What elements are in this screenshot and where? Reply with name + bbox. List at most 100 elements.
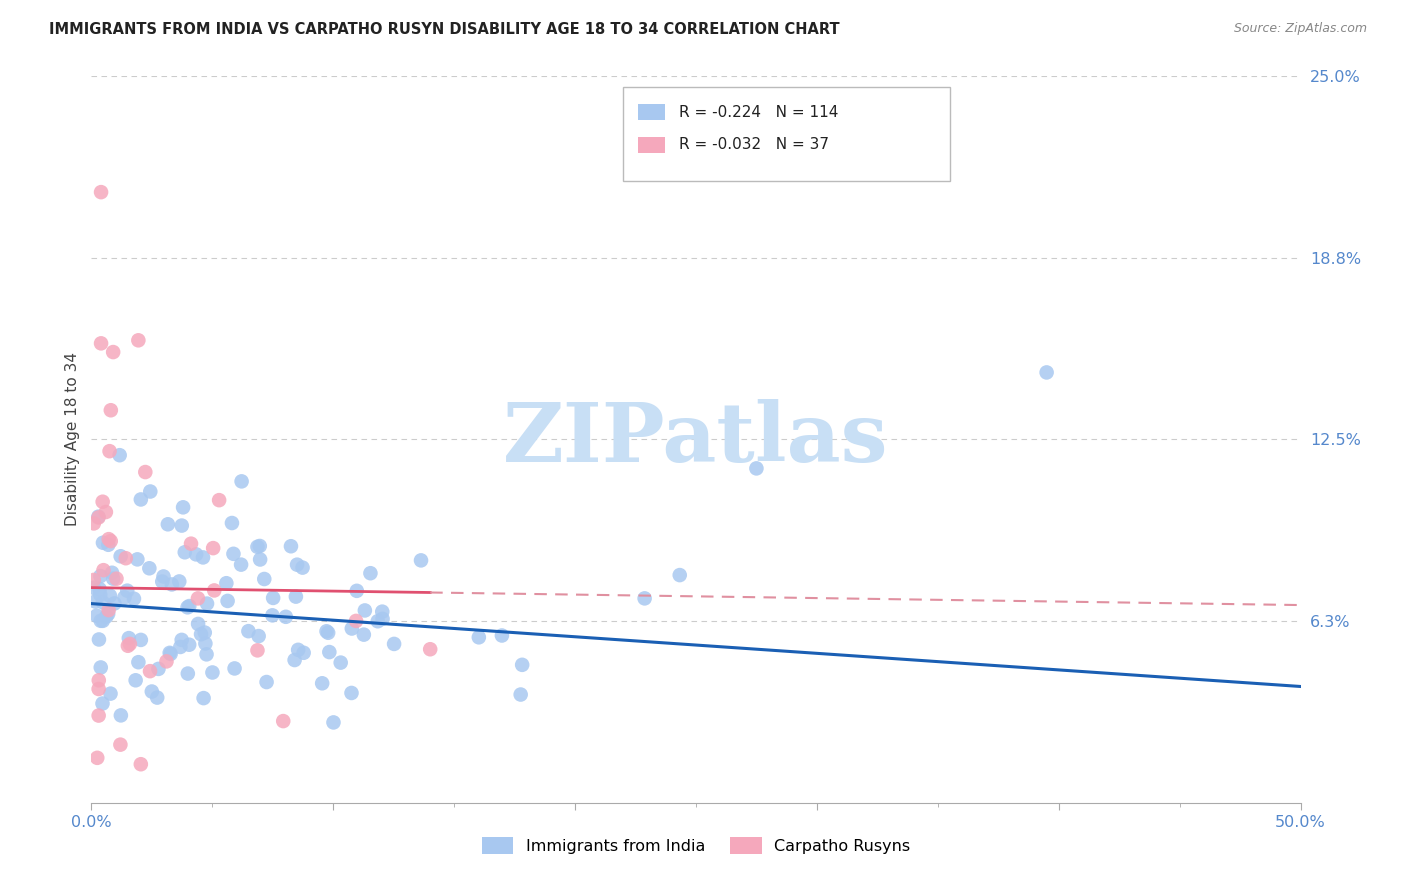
Point: [284, 653, 307, 667]
Point: [179, 599, 201, 613]
Point: [86, 608, 108, 623]
Point: [159, 646, 181, 660]
Point: [97, 607, 120, 621]
Point: [87, 510, 110, 524]
Point: [127, 552, 149, 566]
Point: [287, 643, 309, 657]
Text: Source: ZipAtlas.com: Source: ZipAtlas.com: [1233, 22, 1367, 36]
Point: [382, 637, 405, 651]
Point: [160, 577, 183, 591]
Point: [246, 643, 269, 657]
Point: [87, 673, 110, 688]
Point: [100, 687, 122, 701]
Point: [371, 605, 394, 619]
Point: [139, 484, 162, 499]
Point: [103, 596, 125, 610]
Text: IMMIGRANTS FROM INDIA VS CARPATHO RUSYN DISABILITY AGE 18 TO 34 CORRELATION CHAR: IMMIGRANTS FROM INDIA VS CARPATHO RUSYN …: [49, 22, 839, 37]
Point: [129, 757, 152, 772]
Point: [127, 334, 149, 348]
Point: [83, 516, 105, 531]
Point: [249, 552, 271, 566]
Point: [83, 581, 105, 595]
Point: [90, 185, 112, 199]
Text: R = -0.224   N = 114: R = -0.224 N = 114: [679, 104, 838, 120]
Text: ZIPatlas: ZIPatlas: [503, 400, 889, 479]
Point: [152, 569, 174, 583]
Point: [179, 638, 201, 652]
Point: [172, 500, 194, 515]
Point: [318, 645, 340, 659]
Point: [249, 539, 271, 553]
Point: [129, 492, 152, 507]
Point: [110, 549, 132, 564]
Point: [215, 576, 238, 591]
Point: [491, 628, 513, 642]
Point: [202, 583, 225, 598]
Point: [117, 639, 139, 653]
Point: [89, 588, 111, 602]
Point: [87, 708, 110, 723]
Point: [316, 625, 339, 640]
Point: [105, 572, 128, 586]
Point: [668, 568, 690, 582]
Point: [91, 494, 114, 508]
Point: [101, 572, 124, 586]
Point: [87, 632, 110, 647]
Point: [86, 751, 108, 765]
Point: [190, 627, 212, 641]
Point: [1035, 366, 1057, 380]
Point: [419, 642, 441, 657]
Point: [371, 612, 394, 626]
Point: [91, 535, 114, 549]
Point: [90, 614, 112, 628]
Point: [91, 697, 114, 711]
Point: [468, 630, 491, 644]
Point: [110, 708, 132, 723]
Point: [94, 505, 117, 519]
Point: [194, 636, 217, 650]
Point: [238, 624, 260, 639]
Point: [344, 614, 367, 628]
Point: [101, 566, 124, 580]
Point: [311, 676, 333, 690]
Point: [84, 594, 107, 608]
Point: [97, 603, 120, 617]
Point: [201, 665, 224, 680]
Point: [315, 624, 337, 639]
Point: [231, 475, 253, 489]
Point: [184, 547, 207, 561]
Point: [177, 666, 200, 681]
Text: R = -0.032   N = 37: R = -0.032 N = 37: [679, 137, 830, 153]
Point: [114, 591, 136, 605]
Point: [93, 563, 115, 577]
Point: [122, 591, 145, 606]
Point: [97, 532, 120, 546]
FancyBboxPatch shape: [623, 87, 950, 181]
Point: [222, 547, 245, 561]
Point: [284, 590, 307, 604]
Point: [170, 632, 193, 647]
Point: [91, 595, 114, 609]
Point: [170, 518, 193, 533]
Point: [509, 688, 531, 702]
Point: [146, 690, 169, 705]
Point: [176, 600, 198, 615]
FancyBboxPatch shape: [638, 136, 665, 153]
Point: [101, 345, 124, 359]
Point: [141, 684, 163, 698]
Point: [340, 622, 363, 636]
Point: [114, 551, 136, 566]
Point: [195, 648, 218, 662]
Point: [83, 573, 105, 587]
Point: [194, 625, 217, 640]
Point: [90, 336, 112, 351]
Point: [274, 609, 297, 624]
Point: [329, 656, 352, 670]
Point: [150, 574, 173, 589]
Point: [97, 538, 120, 552]
Point: [89, 582, 111, 596]
Point: [202, 541, 225, 555]
Point: [346, 583, 368, 598]
Point: [187, 591, 209, 606]
Point: [193, 691, 215, 706]
